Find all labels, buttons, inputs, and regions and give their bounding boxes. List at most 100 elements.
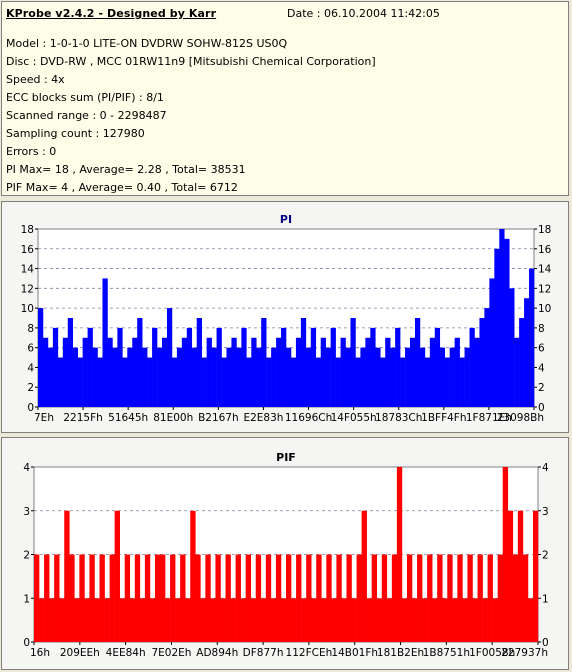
pif-bar — [119, 598, 126, 642]
pi-bar — [489, 278, 495, 407]
pi-bar — [330, 327, 336, 407]
sampling-line: Sampling count : 127980 — [6, 127, 145, 140]
pi-y-tick-label-right: 4 — [538, 362, 545, 374]
pi-bar — [325, 347, 331, 407]
pif-bar — [144, 554, 151, 642]
pi-bar — [152, 327, 158, 407]
pi-bar — [201, 357, 207, 407]
pif-bar — [321, 598, 327, 642]
pif-bar — [442, 598, 448, 642]
pif-bar — [154, 554, 161, 642]
pif-y-tick-label-right: 3 — [542, 506, 549, 518]
pi-x-tick-label: 81E00h — [153, 412, 193, 424]
pi-bar — [464, 347, 470, 407]
pif-bar — [376, 598, 383, 642]
app-title: KProbe v2.4.2 - Designed by Karr — [6, 7, 217, 20]
pi-bar — [221, 357, 227, 407]
pi-y-tick-label: 4 — [27, 362, 34, 374]
pi-bar — [370, 327, 376, 407]
pi-bar — [360, 347, 366, 407]
pi-bar — [102, 278, 108, 407]
pi-bar — [97, 357, 103, 407]
pi-bar — [261, 318, 267, 407]
pif-bar — [225, 554, 231, 642]
pi-bar — [350, 318, 356, 407]
pi-bar — [72, 347, 78, 407]
pif-x-tick-label: 7E02Eh — [151, 647, 191, 659]
pif-bar — [291, 598, 297, 642]
pi-bar — [57, 357, 64, 407]
pi-bar — [47, 347, 54, 407]
pif-bar — [512, 554, 519, 642]
pi-bar — [414, 318, 421, 407]
pi-bar — [77, 357, 83, 407]
pi-bar — [439, 347, 446, 407]
pi-y-tick-label-right: 18 — [538, 224, 551, 236]
pif-bar — [175, 598, 181, 642]
pi-bar — [62, 337, 69, 407]
pi-bar — [434, 327, 441, 407]
pi-bar — [166, 308, 173, 407]
pif-bar — [190, 510, 196, 642]
pif-bar — [160, 554, 166, 642]
pif-bar — [134, 554, 141, 642]
pif-bar — [104, 598, 110, 642]
pi-y-tick-label: 2 — [27, 382, 34, 394]
pif-bar — [39, 598, 45, 642]
pi-bar — [335, 357, 341, 407]
pi-y-tick-label-right: 0 — [538, 402, 545, 414]
pif-x-tick-label: 227937h — [501, 647, 548, 659]
pif-y-tick-label-right: 0 — [542, 637, 549, 649]
pi-bar — [390, 347, 396, 407]
pif-bar — [316, 554, 322, 642]
pi-bar — [181, 337, 188, 407]
pi-bar — [132, 337, 138, 407]
pif-bar — [205, 554, 211, 642]
pi-y-tick-label-right: 10 — [538, 303, 551, 315]
pi-x-tick-label: 14F055h — [331, 412, 377, 424]
pi-bar — [395, 327, 401, 407]
pi-bar — [504, 238, 510, 407]
pi-bar — [345, 347, 351, 407]
pi-bar — [276, 337, 282, 407]
pif-bar — [492, 598, 498, 642]
pi-bar — [186, 327, 193, 407]
pi-stats-line: PI Max= 18 , Average= 2.28 , Total= 3853… — [6, 163, 246, 176]
pi-bar — [112, 347, 118, 407]
pif-x-tick-label: 181B2Eh — [377, 647, 424, 659]
pif-chart-panel: PIF 0 0 1 1 2 2 3 3 4 4 16h 209EEh 4EE84h 7E02Eh AD894h… — [1, 437, 569, 670]
pi-bar — [290, 357, 297, 407]
pi-y-tick-label: 0 — [27, 402, 34, 414]
scan-info-panel: KProbe v2.4.2 - Designed by Karr Date : … — [1, 1, 569, 196]
pif-x-tick-label: 112FCEh — [286, 647, 333, 659]
pif-y-tick-label: 2 — [23, 550, 30, 562]
pi-chart: PI 0 0 2 2 4 4 6 6 8 8 10 10 12 12 14 14 16 16 18 18 7Eh 2215F… — [21, 213, 552, 424]
pif-bar — [422, 598, 428, 642]
pi-bar — [494, 248, 500, 407]
pi-bar — [300, 318, 307, 407]
scan-date: Date : 06.10.2004 11:42:05 — [287, 7, 440, 20]
pif-bar — [109, 554, 115, 642]
pi-bar — [449, 347, 455, 407]
pif-bar — [230, 598, 236, 642]
pi-bar — [127, 347, 133, 407]
pi-bar — [42, 337, 49, 407]
pi-bar — [405, 347, 411, 407]
pif-bar — [381, 554, 388, 642]
pif-bar — [74, 598, 80, 642]
pi-y-tick-label: 18 — [21, 224, 34, 236]
pif-bar — [79, 554, 85, 642]
pi-y-tick-label-right: 16 — [538, 244, 552, 256]
pif-bar — [129, 598, 136, 642]
pif-bar — [59, 598, 65, 642]
pif-x-tick-label: 1B8751h — [423, 647, 470, 659]
pif-bar — [341, 598, 347, 642]
pi-bar — [529, 268, 535, 407]
pi-bar — [266, 357, 272, 407]
pif-bar — [532, 510, 539, 642]
pif-bar — [497, 554, 504, 642]
pif-y-tick-label: 4 — [23, 462, 30, 474]
pif-bar — [185, 598, 191, 642]
pif-y-tick-label-right: 2 — [542, 550, 549, 562]
pi-bar — [400, 357, 406, 407]
